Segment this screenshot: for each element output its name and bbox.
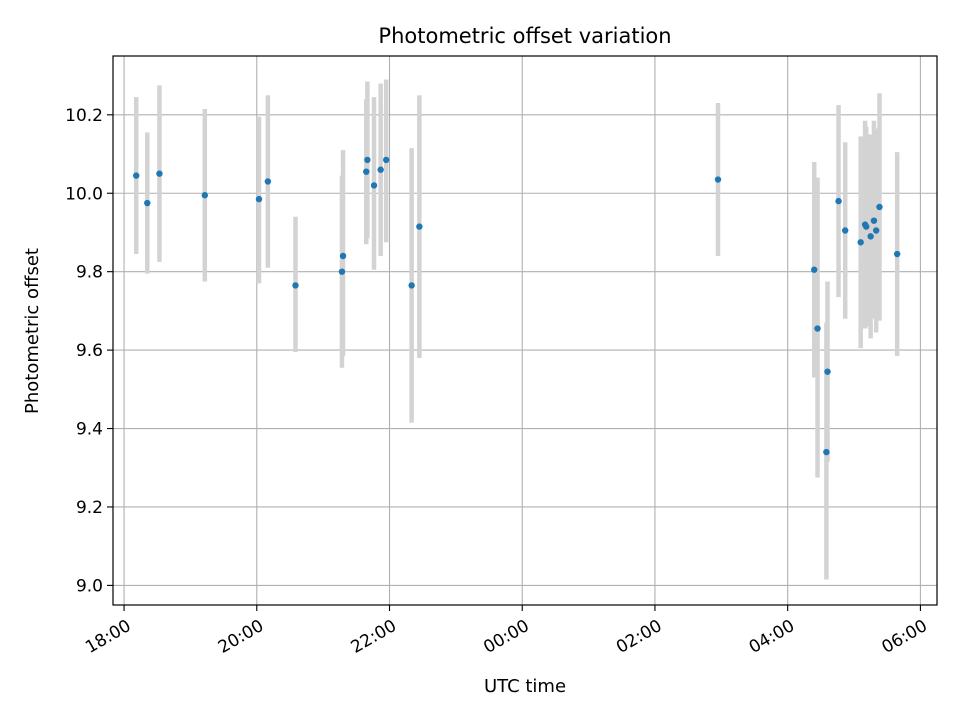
plot-area-frame	[112, 55, 938, 606]
data-point	[156, 170, 163, 177]
data-point	[408, 282, 415, 289]
y-axis-ticks: 9.0 9.2 9.4 9.6 9.8 10.0 10.2	[65, 106, 113, 596]
data-point	[824, 368, 831, 375]
data-point	[876, 203, 883, 211]
data-point	[823, 448, 830, 456]
y-tick-label: 9.2	[76, 498, 103, 518]
data-point	[814, 325, 821, 332]
y-tick-label: 10.2	[65, 106, 103, 126]
data-point	[255, 195, 263, 203]
data-point	[339, 252, 347, 260]
y-tick-label: 9.0	[76, 576, 103, 596]
data-point	[811, 266, 818, 273]
chart-title: Photometric offset variation	[378, 24, 671, 48]
data-point	[133, 172, 140, 179]
data-point	[377, 166, 384, 173]
data-point	[893, 250, 901, 258]
data-point	[867, 233, 874, 240]
data-point	[382, 156, 390, 164]
data-point	[363, 168, 370, 175]
y-axis-label: Photometric offset	[22, 248, 43, 414]
data-point	[870, 217, 878, 224]
y-tick-label: 9.4	[76, 420, 103, 440]
data-point	[714, 176, 722, 183]
y-tick-label: 9.8	[76, 263, 103, 283]
data-point	[872, 227, 880, 234]
data-points	[133, 156, 901, 456]
y-tick-label: 9.6	[76, 341, 103, 361]
data-point	[364, 156, 371, 164]
data-point	[370, 182, 378, 189]
data-point	[201, 192, 209, 199]
x-axis-label: UTC time	[484, 676, 566, 697]
data-point	[292, 282, 299, 289]
data-point	[416, 223, 423, 230]
data-point	[144, 199, 151, 207]
data-point	[264, 178, 272, 185]
data-point	[338, 268, 346, 275]
data-point	[857, 239, 864, 246]
y-tick-label: 10.0	[65, 184, 103, 204]
data-point	[841, 227, 849, 234]
data-point	[835, 197, 842, 205]
data-point	[863, 223, 870, 230]
